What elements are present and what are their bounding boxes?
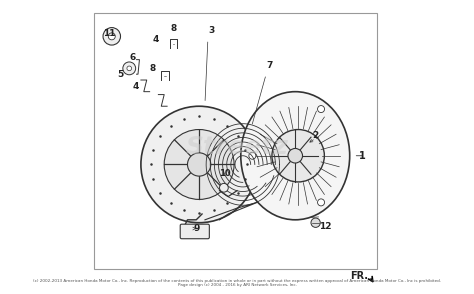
- Circle shape: [123, 62, 136, 75]
- Circle shape: [318, 106, 325, 113]
- Text: 10: 10: [219, 169, 231, 178]
- Circle shape: [103, 28, 120, 45]
- Text: 12: 12: [319, 222, 331, 230]
- Circle shape: [249, 152, 256, 159]
- Text: 8: 8: [150, 64, 156, 73]
- Circle shape: [188, 153, 211, 176]
- Circle shape: [318, 199, 325, 206]
- Text: 9: 9: [193, 224, 200, 233]
- Ellipse shape: [241, 92, 350, 220]
- Circle shape: [141, 106, 257, 223]
- Circle shape: [311, 218, 320, 227]
- Circle shape: [164, 130, 234, 199]
- Circle shape: [288, 148, 302, 163]
- Text: Page design (c) 2004 - 2016 by ARI Network Services, Inc.: Page design (c) 2004 - 2016 by ARI Netwo…: [178, 283, 296, 287]
- Text: 7: 7: [266, 61, 273, 70]
- Text: 8: 8: [170, 24, 176, 33]
- Text: 4: 4: [153, 35, 159, 44]
- Bar: [94, 13, 377, 269]
- Text: 11: 11: [103, 29, 116, 38]
- Circle shape: [127, 66, 132, 71]
- FancyBboxPatch shape: [180, 224, 210, 239]
- Text: FR.: FR.: [350, 271, 368, 281]
- Text: 6: 6: [129, 53, 136, 62]
- Circle shape: [219, 183, 228, 192]
- Text: 5: 5: [118, 70, 124, 79]
- Text: Streetz: Streetz: [185, 135, 289, 159]
- Text: (c) 2002-2013 American Honda Motor Co., Inc. Reproduction of the contents of thi: (c) 2002-2013 American Honda Motor Co., …: [33, 279, 441, 283]
- Circle shape: [272, 130, 324, 182]
- Circle shape: [108, 33, 115, 40]
- Text: 3: 3: [208, 26, 214, 35]
- Text: 4: 4: [132, 82, 138, 91]
- Text: 1: 1: [359, 151, 366, 161]
- Text: 2: 2: [313, 131, 319, 140]
